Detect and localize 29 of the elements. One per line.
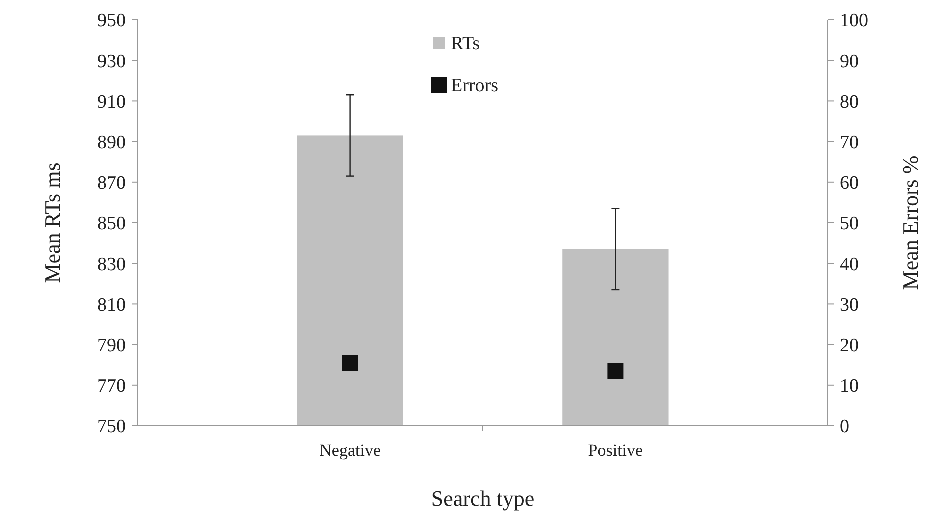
x-tick-label: Positive [588,441,644,460]
y2-tick-label: 60 [840,173,859,194]
y-tick-label: 810 [98,294,126,316]
y-tick-label: 890 [98,132,126,154]
y2-tick-label: 10 [840,376,859,398]
y2-tick-label: 100 [840,10,868,32]
y2-tick-label: 70 [840,132,859,154]
y2-tick-label: 90 [840,51,859,72]
y2-tick-label: 0 [840,416,850,438]
y-tick-label: 870 [98,173,126,194]
y-tick-label: 910 [98,92,126,113]
y-tick-label: 930 [98,51,126,72]
legend-label: RTs [451,34,480,55]
y-tick-label: 790 [98,335,126,356]
y2-tick-label: 80 [840,92,859,113]
x-axis-title: Search type [431,486,535,511]
y-tick-label: 750 [98,416,126,438]
y2-axis-title: Mean Errors % [898,156,923,290]
y-axis-title: Mean RTs ms [40,162,65,284]
y2-tick-label: 50 [840,214,859,235]
y-tick-label: 950 [98,10,126,32]
y2-tick-label: 40 [840,254,859,276]
legend-label: Errors [451,76,498,97]
y2-tick-label: 30 [840,294,859,316]
y-tick-label: 770 [98,376,126,398]
y-tick-label: 850 [98,214,126,235]
y-tick-label: 830 [98,254,126,276]
y2-tick-label: 20 [840,335,859,356]
x-tick-label: Negative [320,441,381,460]
